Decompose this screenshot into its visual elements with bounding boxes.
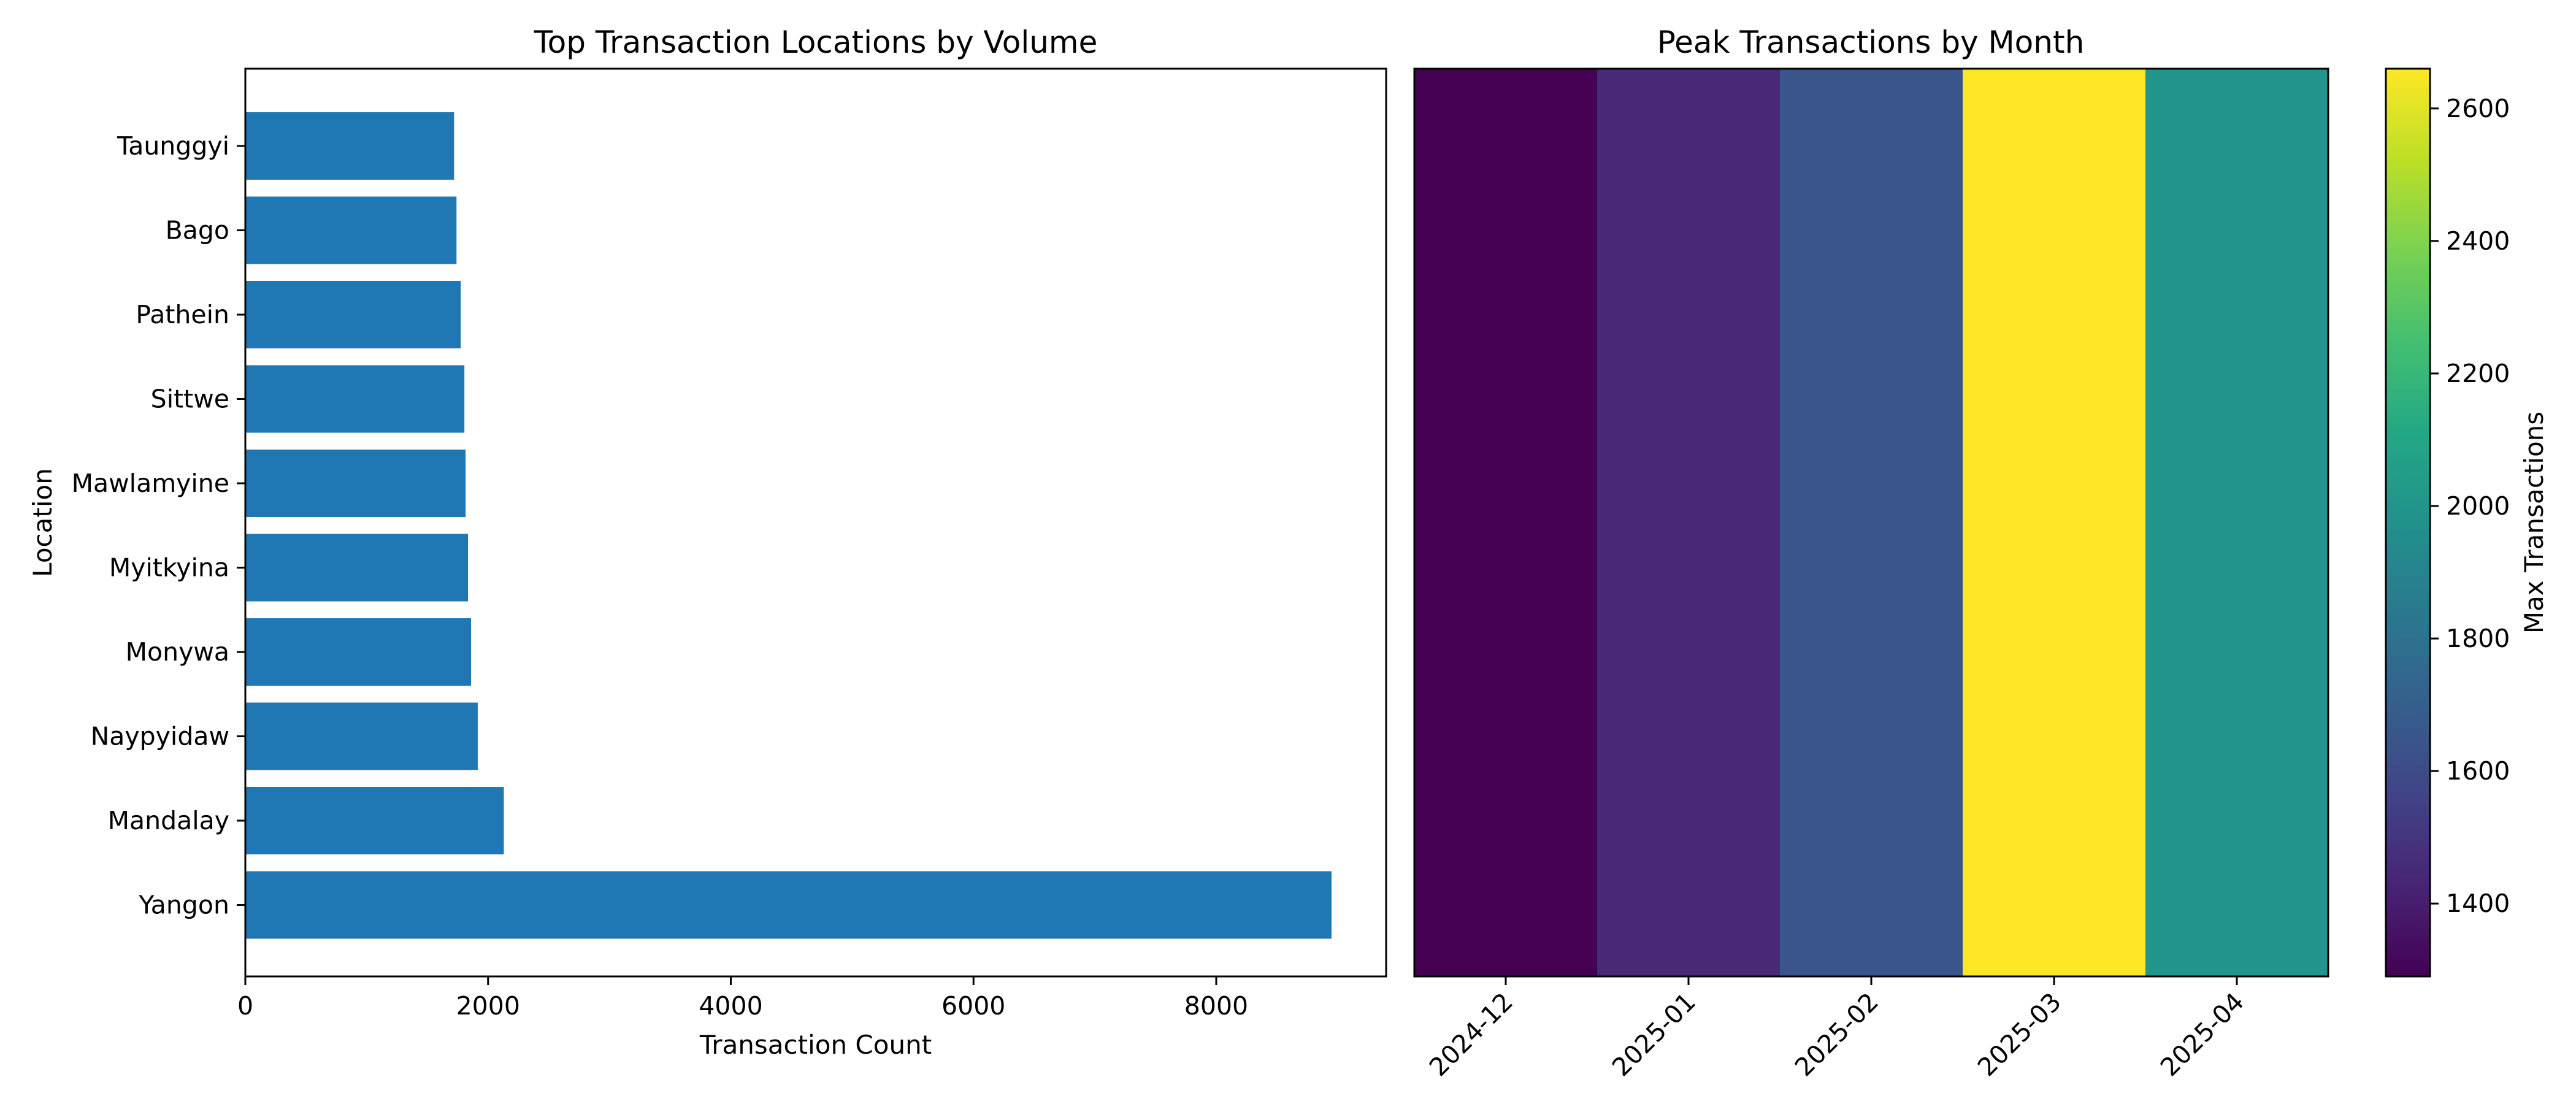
heatmap-frame — [1413, 67, 2329, 978]
bar-chart-frame — [244, 67, 1387, 978]
heatmap-x-tick-label: 2025-01 — [1606, 987, 1701, 1082]
y-tick-label: Monywa — [126, 637, 229, 667]
heatmap-x-tick-label: 2025-04 — [2155, 987, 2250, 1082]
colorbar-tick-label: 1400 — [2446, 889, 2510, 918]
bar-yangon — [245, 871, 1332, 939]
bar-chart: Top Transaction Locations by Volume Yang… — [28, 25, 1387, 1060]
y-tick-label: Sittwe — [151, 385, 229, 414]
heatmap-x-tick-label: 2025-02 — [1789, 987, 1884, 1082]
heatmap-title: Peak Transactions by Month — [1657, 25, 2085, 60]
bar-naypyidaw — [245, 702, 478, 770]
heatmap-x-tick-label: 2025-03 — [1972, 987, 2067, 1082]
colorbar-tick-label: 2000 — [2446, 491, 2510, 521]
heatmap-cell-2025-02 — [1780, 69, 1963, 976]
colorbar-ticks: 1400 1600 1800 2000 2200 2400 2600 — [2430, 94, 2510, 918]
bar-pathein — [245, 281, 461, 348]
heatmap-chart: Peak Transactions by Month 2024-12 2025-0… — [1413, 25, 2329, 1082]
heatmap-x-tick-label: 2024-12 — [1424, 987, 1519, 1082]
y-tick-label: Mawlamyine — [72, 469, 229, 498]
x-tick-label: 6000 — [941, 991, 1005, 1021]
colorbar: 1400 1600 1800 2000 2200 2400 2600 Max Transac… — [2385, 67, 2549, 978]
heatmap-cell-2025-03 — [1963, 69, 2146, 976]
colorbar-tick-label: 1800 — [2446, 624, 2510, 653]
colorbar-label: Max Transactions — [2519, 412, 2549, 634]
colorbar-gradient — [2385, 67, 2431, 978]
bar-chart-xlabel: Transaction Count — [699, 1030, 932, 1060]
bar-monywa — [245, 618, 472, 686]
heatmap-cell-2025-04 — [2145, 69, 2329, 976]
bar-taunggyi — [245, 112, 454, 180]
bar-bago — [245, 196, 457, 264]
bar-chart-ylabel: Location — [28, 468, 58, 577]
y-tick-label: Bago — [166, 216, 229, 245]
y-tick-label: Yangon — [138, 891, 229, 920]
bar-plot-area: Yangon Mandalay Naypyidaw Monywa Myitkyina Ma… — [72, 112, 1332, 1021]
heatmap-plot-area: 2024-12 2025-01 2025-02 2025-03 2025-04 — [1414, 69, 2329, 1082]
bar-sittwe — [245, 365, 465, 433]
heatmap-cell-2024-12 — [1414, 69, 1598, 976]
bar-mawlamyine — [245, 450, 466, 517]
colorbar-tick-label: 2200 — [2446, 359, 2510, 388]
y-tick-label: Myitkyina — [109, 553, 229, 583]
colorbar-tick-label: 1600 — [2446, 756, 2510, 786]
y-tick-label: Taunggyi — [117, 131, 229, 161]
x-tick-label: 2000 — [456, 991, 520, 1021]
colorbar-tick-label: 2400 — [2446, 226, 2510, 256]
x-tick-label: 4000 — [699, 991, 762, 1021]
colorbar-tick-label: 2600 — [2446, 94, 2510, 123]
bar-myitkyina — [245, 534, 469, 602]
heatmap-cell-2025-01 — [1597, 69, 1781, 976]
y-tick-label: Naypyidaw — [91, 722, 229, 751]
bar-mandalay — [245, 787, 504, 854]
bar-chart-title: Top Transaction Locations by Volume — [534, 25, 1098, 60]
y-tick-label: Pathein — [136, 300, 229, 329]
x-tick-label: 8000 — [1184, 991, 1248, 1021]
y-tick-label: Mandalay — [108, 806, 229, 835]
x-tick-label: 0 — [237, 991, 253, 1021]
